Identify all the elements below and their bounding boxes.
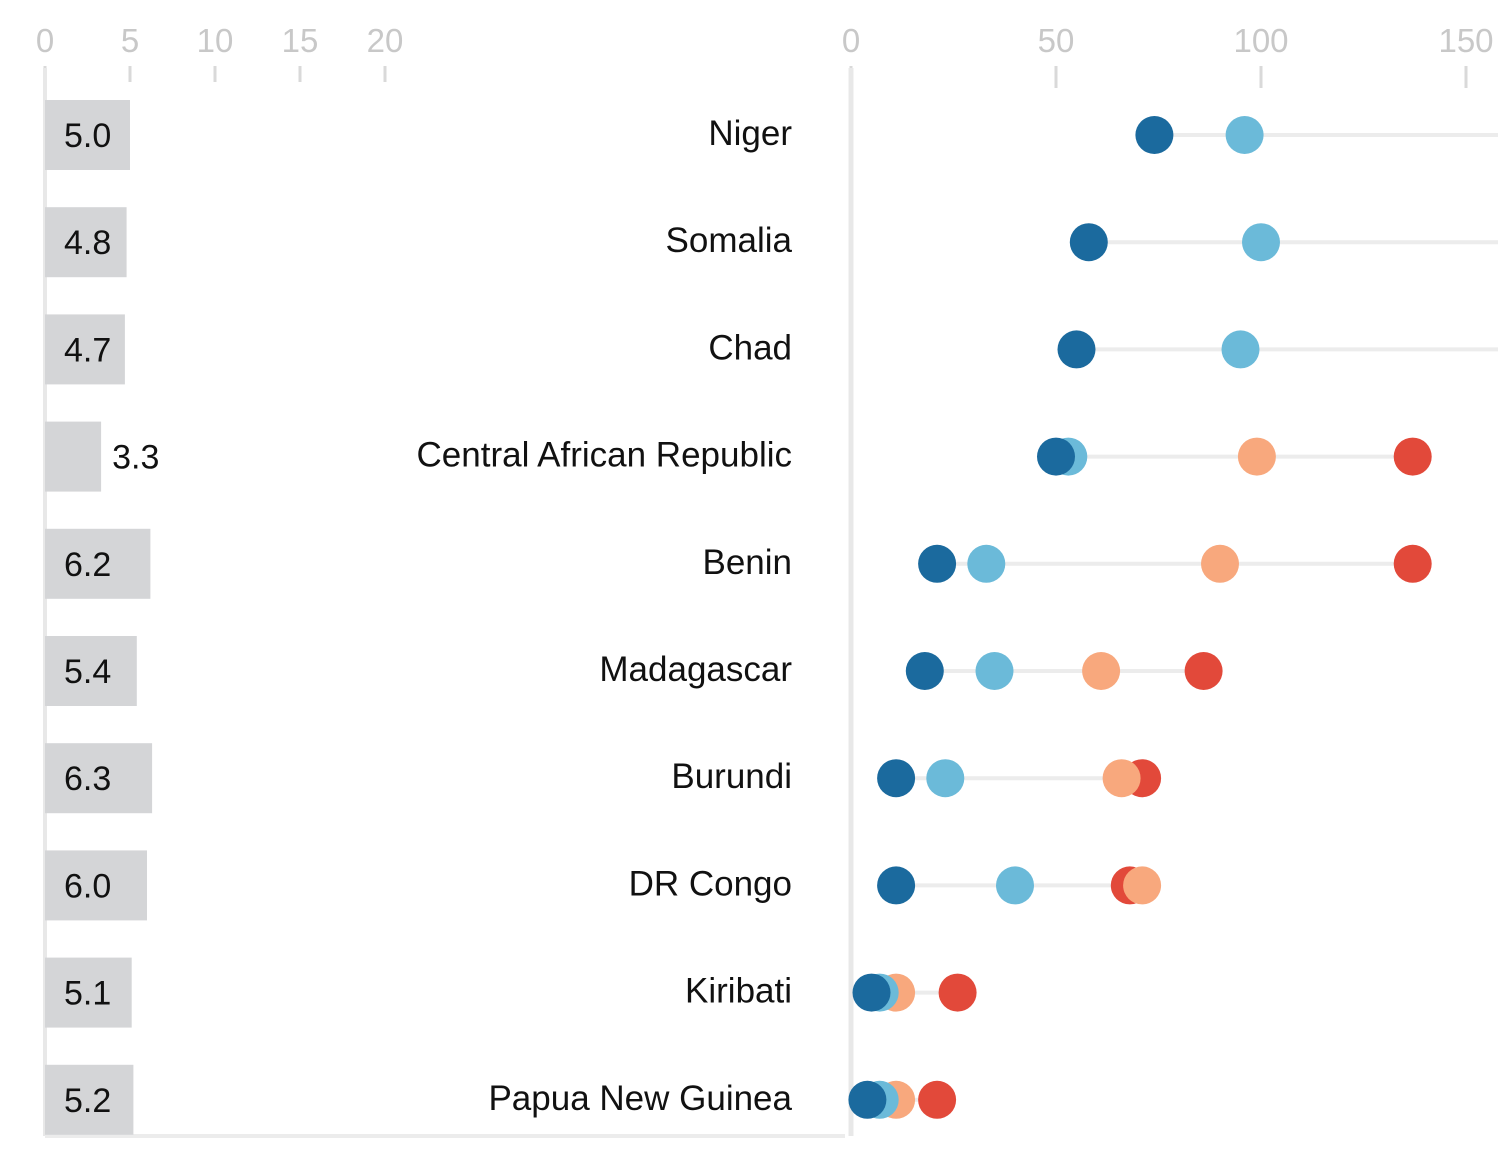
country-labels: Niger Somalia Chad Central African Republic… — [417, 114, 793, 1118]
country-label: Niger — [708, 114, 792, 153]
dot-point — [1184, 652, 1223, 690]
bar-value-label: 6.3 — [64, 760, 111, 798]
bar-value-label: 6.2 — [64, 546, 111, 584]
bar — [45, 528, 151, 599]
dot-x-tick-label: 50 — [1038, 22, 1075, 59]
bar — [45, 1064, 134, 1135]
dot-x-tick-label: 0 — [842, 22, 860, 59]
bar-value-label: 5.4 — [64, 653, 111, 691]
country-label: Papua New Guinea — [488, 1079, 792, 1118]
dot-x-tick-label: 150 — [1438, 22, 1493, 59]
dot-panel: 0 50 100 150 — [842, 22, 1498, 1136]
bar — [45, 957, 132, 1028]
country-label: Chad — [708, 328, 792, 367]
bar-x-tick-label: 20 — [367, 22, 404, 59]
bar — [45, 100, 130, 170]
dot-point — [1393, 437, 1432, 476]
bar-x-tick-label: 5 — [121, 22, 139, 59]
dot-point — [877, 759, 916, 798]
bar-panel: 0 5 10 15 20 5.0 4.8 4.7 3.3 6.2 5.4 6.3 6.0 5.1 5.2 — [36, 22, 845, 1138]
dot-point — [1393, 544, 1432, 583]
bar — [45, 421, 102, 492]
dot-point — [996, 866, 1034, 905]
bar-x-tick-label: 10 — [197, 22, 234, 59]
dot-point — [1242, 223, 1280, 262]
bar-x-tick-label: 0 — [36, 22, 54, 59]
country-label: Benin — [702, 543, 792, 582]
bar-value-label: 5.0 — [64, 117, 111, 155]
bar — [45, 850, 147, 921]
dot-point — [848, 1080, 887, 1119]
dot-point — [905, 652, 944, 690]
dot-point — [938, 973, 977, 1012]
dot-point — [877, 866, 916, 905]
dot-point — [926, 759, 965, 798]
dot-point — [1225, 116, 1264, 154]
dot-point — [852, 973, 891, 1012]
dot-point — [1057, 330, 1096, 369]
bar-value-label: 5.1 — [64, 975, 111, 1013]
dot-point — [1037, 437, 1075, 476]
country-label: DR Congo — [629, 864, 792, 903]
dot-point — [975, 652, 1014, 690]
bar-value-label: 4.7 — [64, 331, 111, 369]
dot-point — [1221, 330, 1260, 369]
bar — [45, 743, 153, 814]
bar — [45, 207, 127, 278]
bar-value-label: 5.2 — [64, 1082, 111, 1120]
dot-point — [1123, 866, 1162, 905]
bar-value-label: 6.0 — [64, 867, 111, 905]
dot-point — [918, 1080, 957, 1119]
bar — [45, 636, 137, 706]
country-label: Kiribati — [685, 972, 792, 1011]
dot-point — [1069, 223, 1108, 262]
dot-point — [1135, 116, 1174, 154]
country-label: Somalia — [666, 221, 793, 260]
dot-point — [1201, 544, 1239, 583]
bar-x-tick-label: 15 — [282, 22, 319, 59]
dot-point — [1237, 437, 1276, 476]
bar-value-label: 3.3 — [112, 439, 159, 477]
dot-point — [1102, 759, 1141, 798]
country-label: Madagascar — [599, 650, 792, 689]
dot-point — [918, 544, 957, 583]
country-label: Central African Republic — [417, 436, 792, 475]
dot-point — [967, 544, 1006, 583]
country-label: Burundi — [671, 757, 792, 796]
bar-value-label: 4.8 — [64, 224, 111, 262]
bar — [45, 314, 125, 385]
dot-point — [1082, 652, 1121, 690]
dot-x-tick-label: 100 — [1233, 22, 1288, 59]
